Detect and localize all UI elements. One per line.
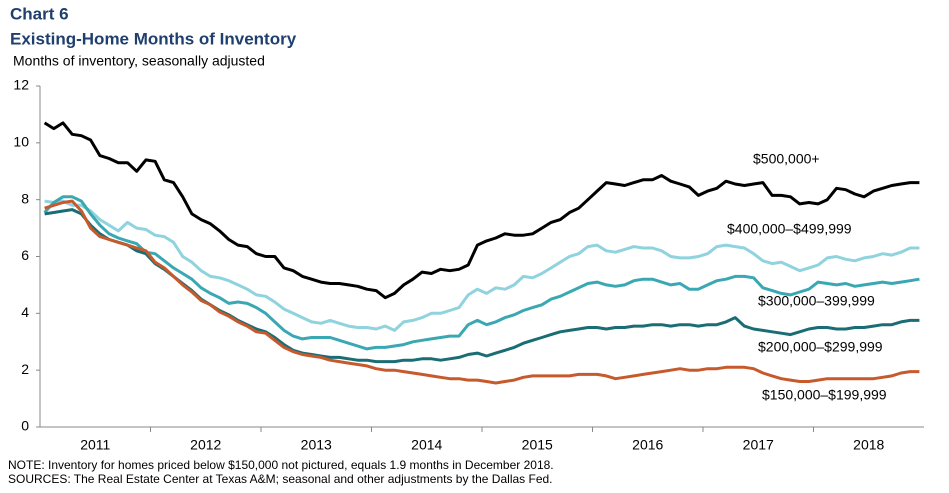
series-line	[44, 199, 920, 385]
series-label: $400,000–$499,999	[727, 221, 852, 237]
x-tick-label: 2013	[301, 437, 332, 453]
y-tick-label: 12	[13, 77, 29, 93]
x-tick-label: 2014	[411, 437, 442, 453]
series-label: $500,000+	[753, 151, 820, 167]
x-tick-label: 2012	[190, 437, 221, 453]
series-label: $200,000–$299,999	[758, 339, 883, 355]
x-tick-label: 2015	[522, 437, 553, 453]
x-tick-label: 2018	[853, 437, 884, 453]
y-tick-label: 0	[21, 418, 29, 434]
series-label: $150,000–$199,999	[762, 387, 887, 403]
x-tick-label: 2016	[632, 437, 663, 453]
y-tick-label: 8	[21, 190, 29, 206]
y-tick-label: 6	[21, 247, 29, 263]
chart-title: Chart 6	[10, 4, 69, 23]
note: SOURCES: The Real Estate Center at Texas…	[8, 472, 553, 486]
series-line	[43, 121, 920, 300]
series-line	[43, 195, 920, 351]
y-tick-label: 4	[21, 304, 29, 320]
y-tick-label: 10	[13, 134, 29, 150]
x-tick-label: 2011	[80, 437, 110, 453]
series-label: $300,000–399,999	[758, 293, 875, 309]
x-tick-label: 2017	[743, 437, 774, 453]
y-axis-label: Months of inventory, seasonally adjusted	[13, 53, 265, 69]
series-line	[44, 199, 920, 332]
y-tick-label: 2	[21, 361, 29, 377]
chart-subtitle: Existing-Home Months of Inventory	[10, 29, 297, 48]
note: NOTE: Inventory for homes priced below $…	[8, 458, 554, 472]
